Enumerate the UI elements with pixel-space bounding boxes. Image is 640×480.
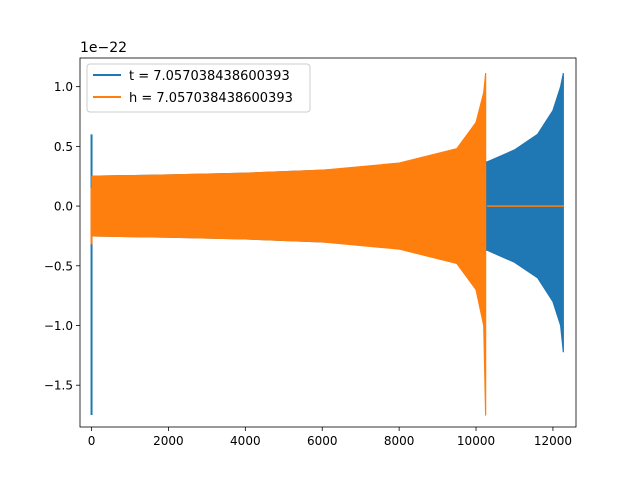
y-tick-label: 0.0 bbox=[54, 200, 73, 214]
x-axis: 0 2000 4000 6000 8000 10000 12000 bbox=[88, 427, 572, 448]
series-1-oscillation-envelope bbox=[91, 72, 487, 416]
y-tick-label: 1.0 bbox=[54, 80, 73, 94]
y-offset-label: 1e−22 bbox=[80, 40, 127, 56]
x-tick-label: 6000 bbox=[307, 434, 338, 448]
legend: t = 7.057038438600393 h = 7.057038438600… bbox=[86, 63, 311, 113]
legend-label-t: t = 7.057038438600393 bbox=[129, 69, 290, 84]
x-tick-label: 0 bbox=[88, 434, 96, 448]
y-axis: −1.5 −1.0 −0.5 0.0 0.5 1.0 bbox=[44, 80, 80, 393]
plot-frame bbox=[79, 57, 577, 428]
x-tick-label: 4000 bbox=[230, 434, 261, 448]
x-tick-label: 2000 bbox=[153, 434, 184, 448]
series-layer bbox=[90, 72, 565, 416]
legend-label-h: h = 7.057038438600393 bbox=[129, 91, 293, 106]
x-tick-label: 12000 bbox=[534, 434, 572, 448]
x-tick-label: 8000 bbox=[384, 434, 415, 448]
y-tick-label: −1.5 bbox=[44, 379, 73, 393]
x-tick-label: 10000 bbox=[457, 434, 495, 448]
y-tick-label: −0.5 bbox=[44, 259, 73, 273]
y-tick-label: 0.5 bbox=[54, 140, 73, 154]
legend-box bbox=[86, 63, 311, 113]
y-tick-label: −1.0 bbox=[44, 319, 73, 333]
